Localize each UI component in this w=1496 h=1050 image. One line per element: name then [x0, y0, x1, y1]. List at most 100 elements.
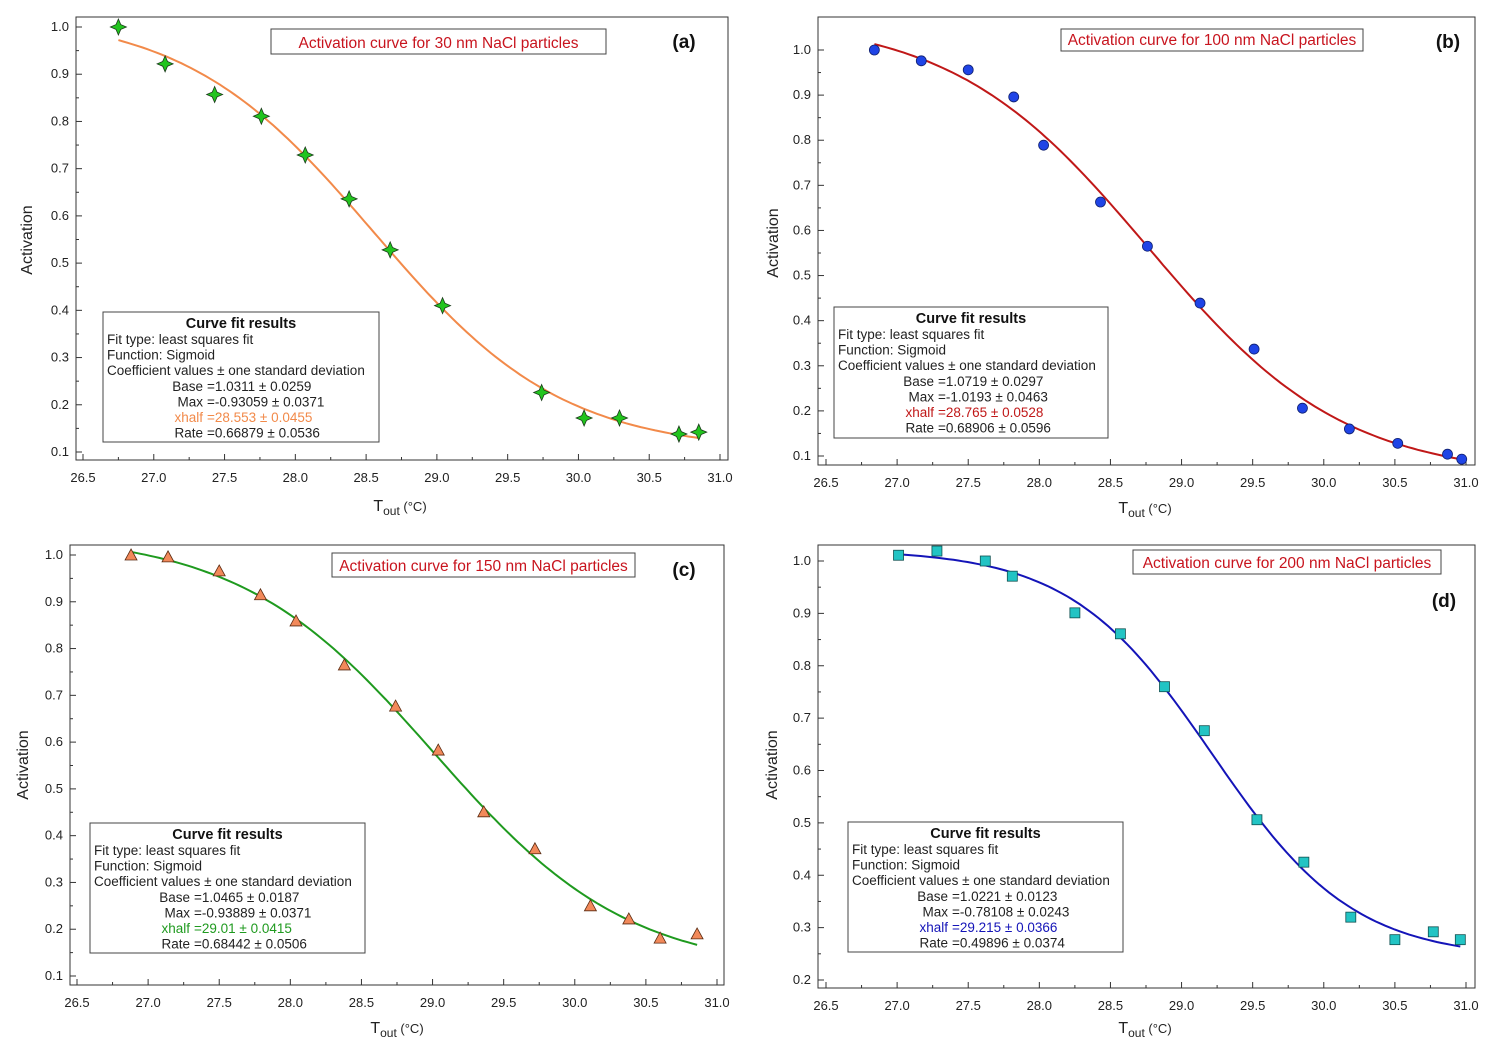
data-point	[381, 240, 400, 259]
data-point	[252, 107, 271, 126]
coefficient-name: Max	[908, 389, 934, 404]
data-point	[156, 54, 175, 73]
x-axis-label-subscript: out	[380, 1026, 397, 1040]
x-tick-label: 27.5	[956, 475, 981, 490]
x-tick-label: 30.5	[1382, 475, 1407, 490]
curve-fit-heading: Curve fit results	[186, 316, 296, 332]
y-tick-label: 0.3	[45, 874, 63, 889]
coefficient-value: =1.0311 ± 0.0259	[207, 379, 311, 394]
data-point	[1115, 628, 1126, 640]
x-tick-label: 30.5	[633, 995, 658, 1010]
y-tick-label: 0.7	[793, 710, 811, 725]
coefficient-name: Base	[903, 374, 934, 389]
data-point	[1008, 91, 1020, 103]
data-point	[109, 17, 128, 37]
data-point	[893, 549, 904, 561]
coefficient-value: =28.553 ± 0.0455	[207, 410, 312, 425]
panel-a: 26.5 27.0 27.5 28.0 28.5 29.0 29.5 30.0 30.5 31.0…	[19, 16, 733, 518]
chart-title: Activation curve for 150 nm NaCl particl…	[339, 558, 628, 575]
coefficient-name: xhalf	[161, 921, 190, 936]
y-tick-label: 0.3	[51, 350, 69, 365]
x-tick-label: 28.5	[353, 470, 378, 485]
coefficient-name: Rate	[919, 936, 948, 951]
coefficient-value: =1.0465 ± 0.0187	[194, 890, 299, 905]
data-point	[1392, 437, 1404, 449]
coefficient-name: Rate	[905, 421, 934, 436]
data-point	[1095, 196, 1106, 208]
data-point	[1345, 911, 1357, 923]
x-axis-label-main: T	[370, 1020, 380, 1037]
x-tick-label: 30.0	[1311, 998, 1336, 1013]
x-tick-label: 29.5	[1240, 475, 1265, 490]
curve-fit-line: Fit type: least squares fit	[107, 332, 254, 347]
x-tick-label: 30.0	[566, 470, 591, 485]
data-point	[388, 699, 403, 712]
coefficient-value: =28.765 ± 0.0528	[938, 405, 1043, 420]
x-axis-label-unit: (°C)	[1145, 1021, 1172, 1036]
curve-fit-line: Coefficient values ± one standard deviat…	[107, 363, 365, 378]
data-point	[610, 408, 629, 428]
x-tick-label: 31.0	[707, 470, 732, 485]
panel-label: (a)	[672, 32, 695, 53]
data-point	[1248, 343, 1260, 355]
x-tick-label: 29.0	[420, 995, 445, 1010]
x-axis-label-unit: (°C)	[400, 499, 427, 514]
x-tick-label: 30.5	[637, 470, 662, 485]
x-tick-label: 27.0	[141, 470, 166, 485]
data-point	[1069, 607, 1081, 619]
x-tick-label: 30.0	[1311, 475, 1336, 490]
x-tick-label: 29.0	[424, 470, 449, 485]
y-tick-label: 1.0	[793, 42, 811, 57]
curve-fit-line: Function: Sigmoid	[838, 343, 946, 358]
y-tick-label: 0.5	[793, 815, 811, 830]
y-tick-label: 0.5	[45, 781, 63, 796]
x-tick-label: 26.5	[813, 475, 838, 490]
panel-label: (b)	[1436, 32, 1460, 53]
y-axis-label: Activation	[15, 730, 32, 799]
coefficient-name: Max	[177, 394, 203, 409]
data-point	[205, 85, 224, 104]
data-point	[1389, 934, 1401, 946]
y-tick-label: 0.7	[793, 177, 811, 192]
data-point	[1427, 926, 1439, 938]
curve-fit-line: Fit type: least squares fit	[838, 327, 985, 342]
data-point	[1298, 856, 1310, 868]
data-point	[622, 912, 636, 925]
coefficient-value: =-0.93059 ± 0.0371	[207, 394, 324, 409]
panel-d: 26.5 27.0 27.5 28.0 28.5 29.0 29.5 30.0 30.5 31.0…	[764, 544, 1479, 1040]
x-tick-label: 26.5	[70, 470, 95, 485]
curve-fit-line: Coefficient values ± one standard deviat…	[852, 873, 1110, 888]
data-point	[583, 898, 598, 912]
data-point	[653, 931, 667, 944]
x-axis-label-main: T	[1118, 500, 1128, 517]
coefficient-name: Max	[164, 905, 190, 920]
data-point	[979, 555, 991, 567]
y-tick-label: 1.0	[51, 19, 69, 34]
x-tick-label: 29.5	[491, 995, 516, 1010]
x-tick-label: 30.5	[1382, 998, 1407, 1013]
data-point	[289, 614, 303, 627]
data-point	[669, 425, 688, 444]
chart-title-box	[1132, 549, 1442, 575]
x-axis-label-unit: (°C)	[397, 1021, 424, 1036]
y-tick-label: 0.1	[793, 448, 811, 463]
y-tick-label: 0.6	[793, 763, 811, 778]
y-tick-label: 0.5	[793, 268, 811, 283]
y-tick-label: 0.1	[51, 444, 69, 459]
coefficient-value: =-0.78108 ± 0.0243	[952, 904, 1069, 919]
coefficient-value: =0.66879 ± 0.0536	[207, 426, 320, 441]
chart-title-box	[331, 552, 636, 578]
y-tick-label: 0.7	[51, 161, 69, 176]
coefficient-value: =0.68442 ± 0.0506	[194, 937, 307, 952]
coefficient-name: Max	[922, 904, 948, 919]
coefficient-value: =1.0221 ± 0.0123	[952, 889, 1057, 904]
data-point	[296, 145, 315, 164]
y-tick-label: 0.9	[45, 594, 63, 609]
x-axis-label-main: T	[373, 498, 383, 515]
y-tick-label: 1.0	[793, 553, 811, 568]
curve-fit-results-box	[847, 821, 1124, 953]
curve-fit-line: Function: Sigmoid	[852, 858, 960, 873]
panel-label: (c)	[672, 560, 695, 581]
x-axis-label-subscript: out	[383, 504, 400, 518]
data-point	[1006, 570, 1018, 582]
